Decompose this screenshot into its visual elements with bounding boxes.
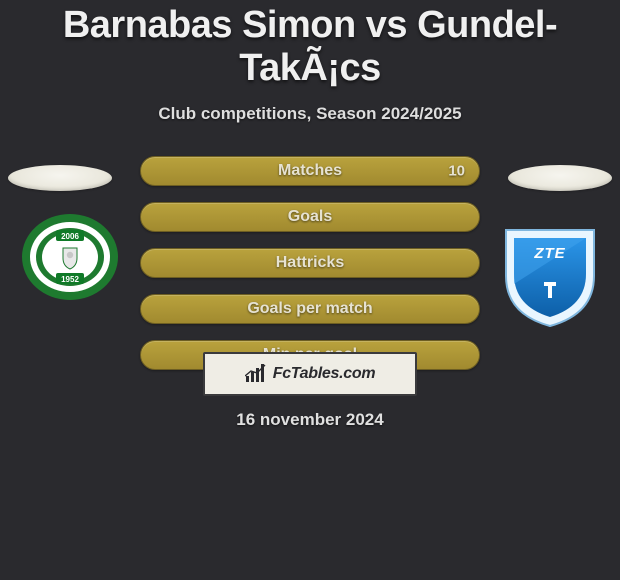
- stat-label: Matches: [278, 162, 342, 180]
- player-photo-right: [508, 165, 612, 191]
- club-crest-right: ZTE: [500, 224, 600, 330]
- comparison-card: Barnabas Simon vs Gundel-TakÃ¡cs Club co…: [0, 0, 620, 580]
- zte-crest-icon: ZTE: [500, 224, 600, 330]
- crest-text: ZTE: [533, 245, 565, 262]
- stat-bar-hattricks: Hattricks: [140, 248, 480, 278]
- stat-bar-matches: Matches 10: [140, 156, 480, 186]
- stat-label: Hattricks: [276, 254, 344, 272]
- stat-bar-goals-per-match: Goals per match: [140, 294, 480, 324]
- watermark-text: FcTables.com: [273, 365, 376, 383]
- stat-value-right: 10: [448, 163, 465, 180]
- stat-bars: Matches 10 Goals Hattricks Goals per mat…: [140, 156, 480, 370]
- stat-label: Goals per match: [247, 300, 372, 318]
- stat-label: Goals: [288, 208, 332, 226]
- snapshot-date: 16 november 2024: [0, 410, 620, 430]
- fctables-watermark: FcTables.com: [203, 352, 417, 396]
- season-subtitle: Club competitions, Season 2024/2025: [0, 104, 620, 124]
- crest-year-bottom: 1952: [61, 275, 79, 284]
- club-crest-left: 2006 1952: [20, 212, 120, 302]
- crest-year-top: 2006: [61, 232, 79, 241]
- bar-chart-icon: [245, 364, 267, 384]
- page-title: Barnabas Simon vs Gundel-TakÃ¡cs: [0, 0, 620, 90]
- paksi-fc-crest-icon: 2006 1952: [20, 212, 120, 302]
- player-photo-left: [8, 165, 112, 191]
- stat-bar-goals: Goals: [140, 202, 480, 232]
